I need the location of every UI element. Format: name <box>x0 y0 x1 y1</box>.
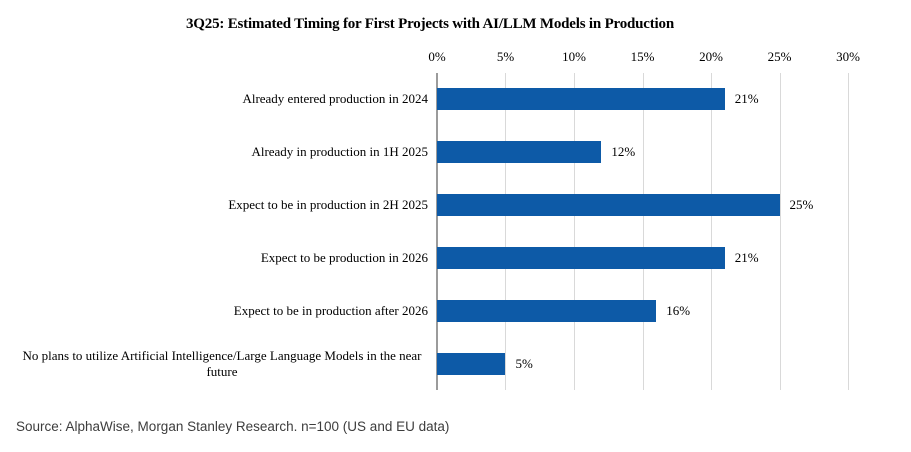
gridline <box>642 73 644 390</box>
x-tick-label: 15% <box>630 49 655 64</box>
bar <box>437 88 725 111</box>
bar <box>437 141 602 164</box>
gridline <box>710 73 712 390</box>
value-label: 5% <box>515 355 533 371</box>
bar-row: 21% <box>437 231 848 284</box>
category-label: No plans to utilize Artificial Intellige… <box>22 347 422 379</box>
value-axis-line <box>436 73 438 390</box>
x-tick-label: 10% <box>562 49 586 64</box>
category-label: Already entered production in 2024 <box>242 91 428 107</box>
x-tick-label: 20% <box>699 49 723 64</box>
category-label-row: Expect to be in production after 2026 <box>8 284 428 337</box>
value-label: 12% <box>611 144 636 160</box>
category-label-row: Expect to be production in 2026 <box>8 231 428 284</box>
category-label: Expect to be in production in 2H 2025 <box>228 197 428 213</box>
gridline <box>779 73 781 390</box>
chart-title: 3Q25: Estimated Timing for First Project… <box>186 16 674 32</box>
x-tick-label: 5% <box>496 49 515 64</box>
category-axis-labels: Already entered production in 2024 Alread… <box>8 73 428 390</box>
category-label-row: Already in production in 1H 2025 <box>8 126 428 179</box>
x-tick-label: 0% <box>428 49 446 64</box>
gridline <box>505 73 507 390</box>
bar-row: 25% <box>437 179 848 232</box>
source-note: Source: AlphaWise, Morgan Stanley Resear… <box>16 419 450 434</box>
category-label-row: Already entered production in 2024 <box>8 73 428 126</box>
value-label: 21% <box>734 91 759 107</box>
gridline <box>573 73 575 390</box>
value-label: 16% <box>666 302 691 318</box>
x-axis: 0% 5% 10% 15% 20% 25% 30% <box>428 49 860 65</box>
x-tick-label: 30% <box>836 49 860 64</box>
bar <box>437 246 725 269</box>
bar-row: 16% <box>437 284 848 337</box>
category-label-row: No plans to utilize Artificial Intellige… <box>8 337 428 390</box>
bar-row: 12% <box>437 126 848 179</box>
category-label: Expect to be in production after 2026 <box>233 302 428 318</box>
plot-area: 21% 12% 25% 21% 16% 5% <box>436 73 849 390</box>
bar <box>437 299 657 322</box>
bar-row: 5% <box>437 337 848 390</box>
value-label: 25% <box>789 197 814 213</box>
category-label-row: Expect to be in production in 2H 2025 <box>8 179 428 232</box>
bar-row: 21% <box>437 73 848 126</box>
x-tick-label: 25% <box>767 49 792 64</box>
bar <box>437 194 780 217</box>
value-label: 21% <box>734 249 759 265</box>
category-label: Expect to be production in 2026 <box>260 249 428 265</box>
category-label: Already in production in 1H 2025 <box>251 144 428 160</box>
bar <box>437 352 506 375</box>
gridline <box>848 73 849 390</box>
